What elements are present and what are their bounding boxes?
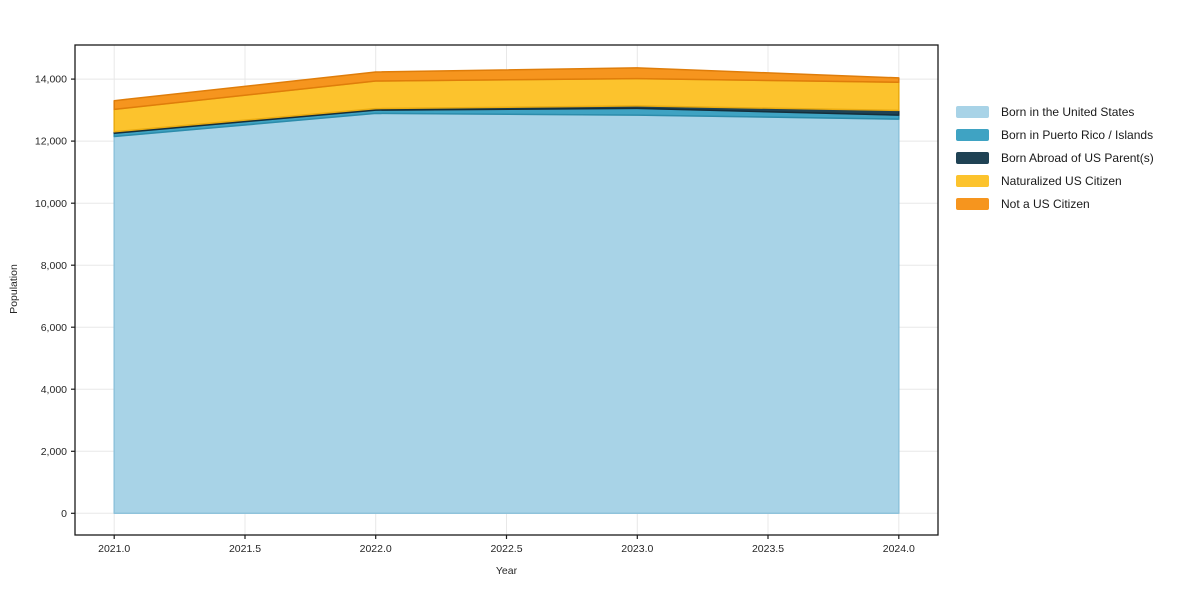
legend-label: Naturalized US Citizen <box>1001 173 1122 188</box>
legend-label: Born in the United States <box>1001 104 1135 119</box>
x-tick-label: 2022.0 <box>360 543 392 555</box>
x-tick-label: 2023.0 <box>621 543 653 555</box>
legend-row-naturalized-us-citizen: Naturalized US Citizen <box>956 169 1154 192</box>
legend-swatch-icon <box>956 174 989 187</box>
legend-swatch-icon <box>956 197 989 210</box>
legend-swatch-icon <box>956 128 989 141</box>
legend-label: Born Abroad of US Parent(s) <box>1001 150 1154 165</box>
x-tick-label: 2021.5 <box>229 543 261 555</box>
y-tick-label: 12,000 <box>35 136 67 148</box>
legend-row-born-abroad-of-us-parent-s: Born Abroad of US Parent(s) <box>956 146 1154 169</box>
y-tick-label: 8,000 <box>41 260 67 272</box>
area-not-a-us-citizen <box>113 67 900 111</box>
y-axis-label: Population <box>8 264 20 314</box>
x-tick-label: 2022.5 <box>490 543 522 555</box>
legend-row-born-in-the-united-states: Born in the United States <box>956 100 1154 123</box>
legend-row-not-a-us-citizen: Not a US Citizen <box>956 192 1154 215</box>
legend-swatch-icon <box>956 105 989 118</box>
legend: Born in the United States Born in Puerto … <box>956 100 1154 215</box>
legend-swatch-icon <box>956 151 989 164</box>
y-tick-label: 14,000 <box>35 74 67 86</box>
y-tick-label: 0 <box>61 508 67 520</box>
y-tick-label: 2,000 <box>41 446 67 458</box>
area-born-in-the-united-states <box>113 112 900 515</box>
x-axis-label: Year <box>495 565 518 577</box>
x-tick-label: 2023.5 <box>752 543 784 555</box>
y-tick-label: 4,000 <box>41 384 67 396</box>
legend-row-born-in-puerto-rico-islands: Born in Puerto Rico / Islands <box>956 123 1154 146</box>
y-tick-label: 6,000 <box>41 322 67 334</box>
y-tick-label: 10,000 <box>35 198 67 210</box>
x-tick-label: 2021.0 <box>98 543 130 555</box>
x-tick-label: 2024.0 <box>883 543 915 555</box>
legend-label: Not a US Citizen <box>1001 196 1090 211</box>
legend-label: Born in Puerto Rico / Islands <box>1001 127 1154 142</box>
